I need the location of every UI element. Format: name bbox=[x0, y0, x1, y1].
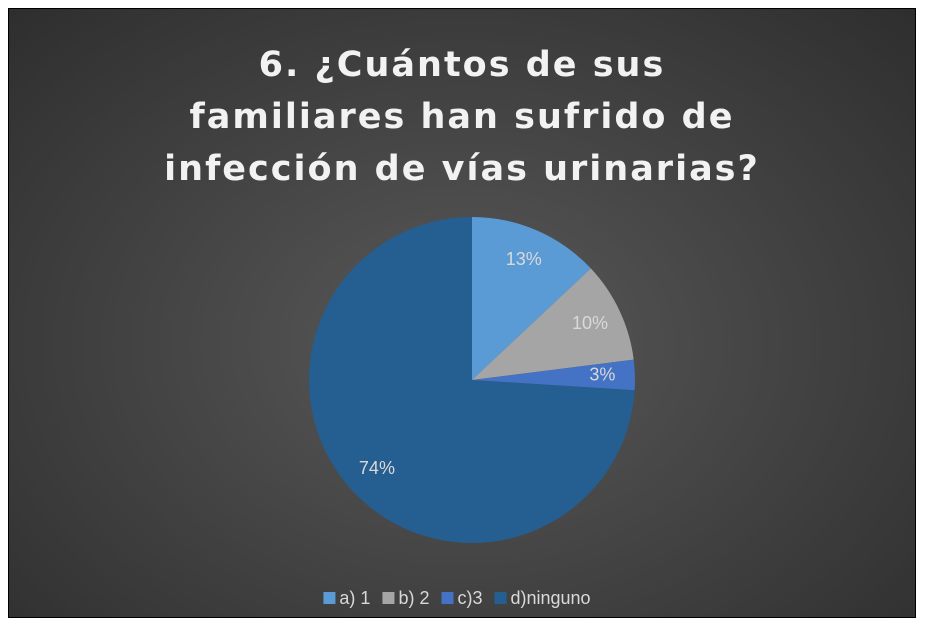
legend-label: d)ninguno bbox=[511, 588, 591, 608]
pie-slice bbox=[472, 268, 634, 380]
legend-label: a) 1 bbox=[339, 588, 370, 608]
data-label: 3% bbox=[589, 365, 615, 385]
pie-slice bbox=[308, 217, 635, 543]
legend-label: c)3 bbox=[457, 588, 482, 608]
data-label: 10% bbox=[572, 313, 608, 333]
legend-swatch bbox=[441, 592, 454, 604]
legend-label: b) 2 bbox=[398, 588, 429, 608]
data-label: 74% bbox=[359, 458, 395, 478]
chart-title: 6. ¿Cuántos de sus familiares han sufrid… bbox=[164, 45, 760, 189]
pie-slice bbox=[472, 359, 635, 391]
legend-swatch bbox=[382, 592, 395, 604]
legend-swatch bbox=[494, 592, 507, 604]
legend-swatch bbox=[323, 592, 336, 604]
data-label: 13% bbox=[506, 249, 542, 269]
pie-slice bbox=[472, 217, 591, 380]
